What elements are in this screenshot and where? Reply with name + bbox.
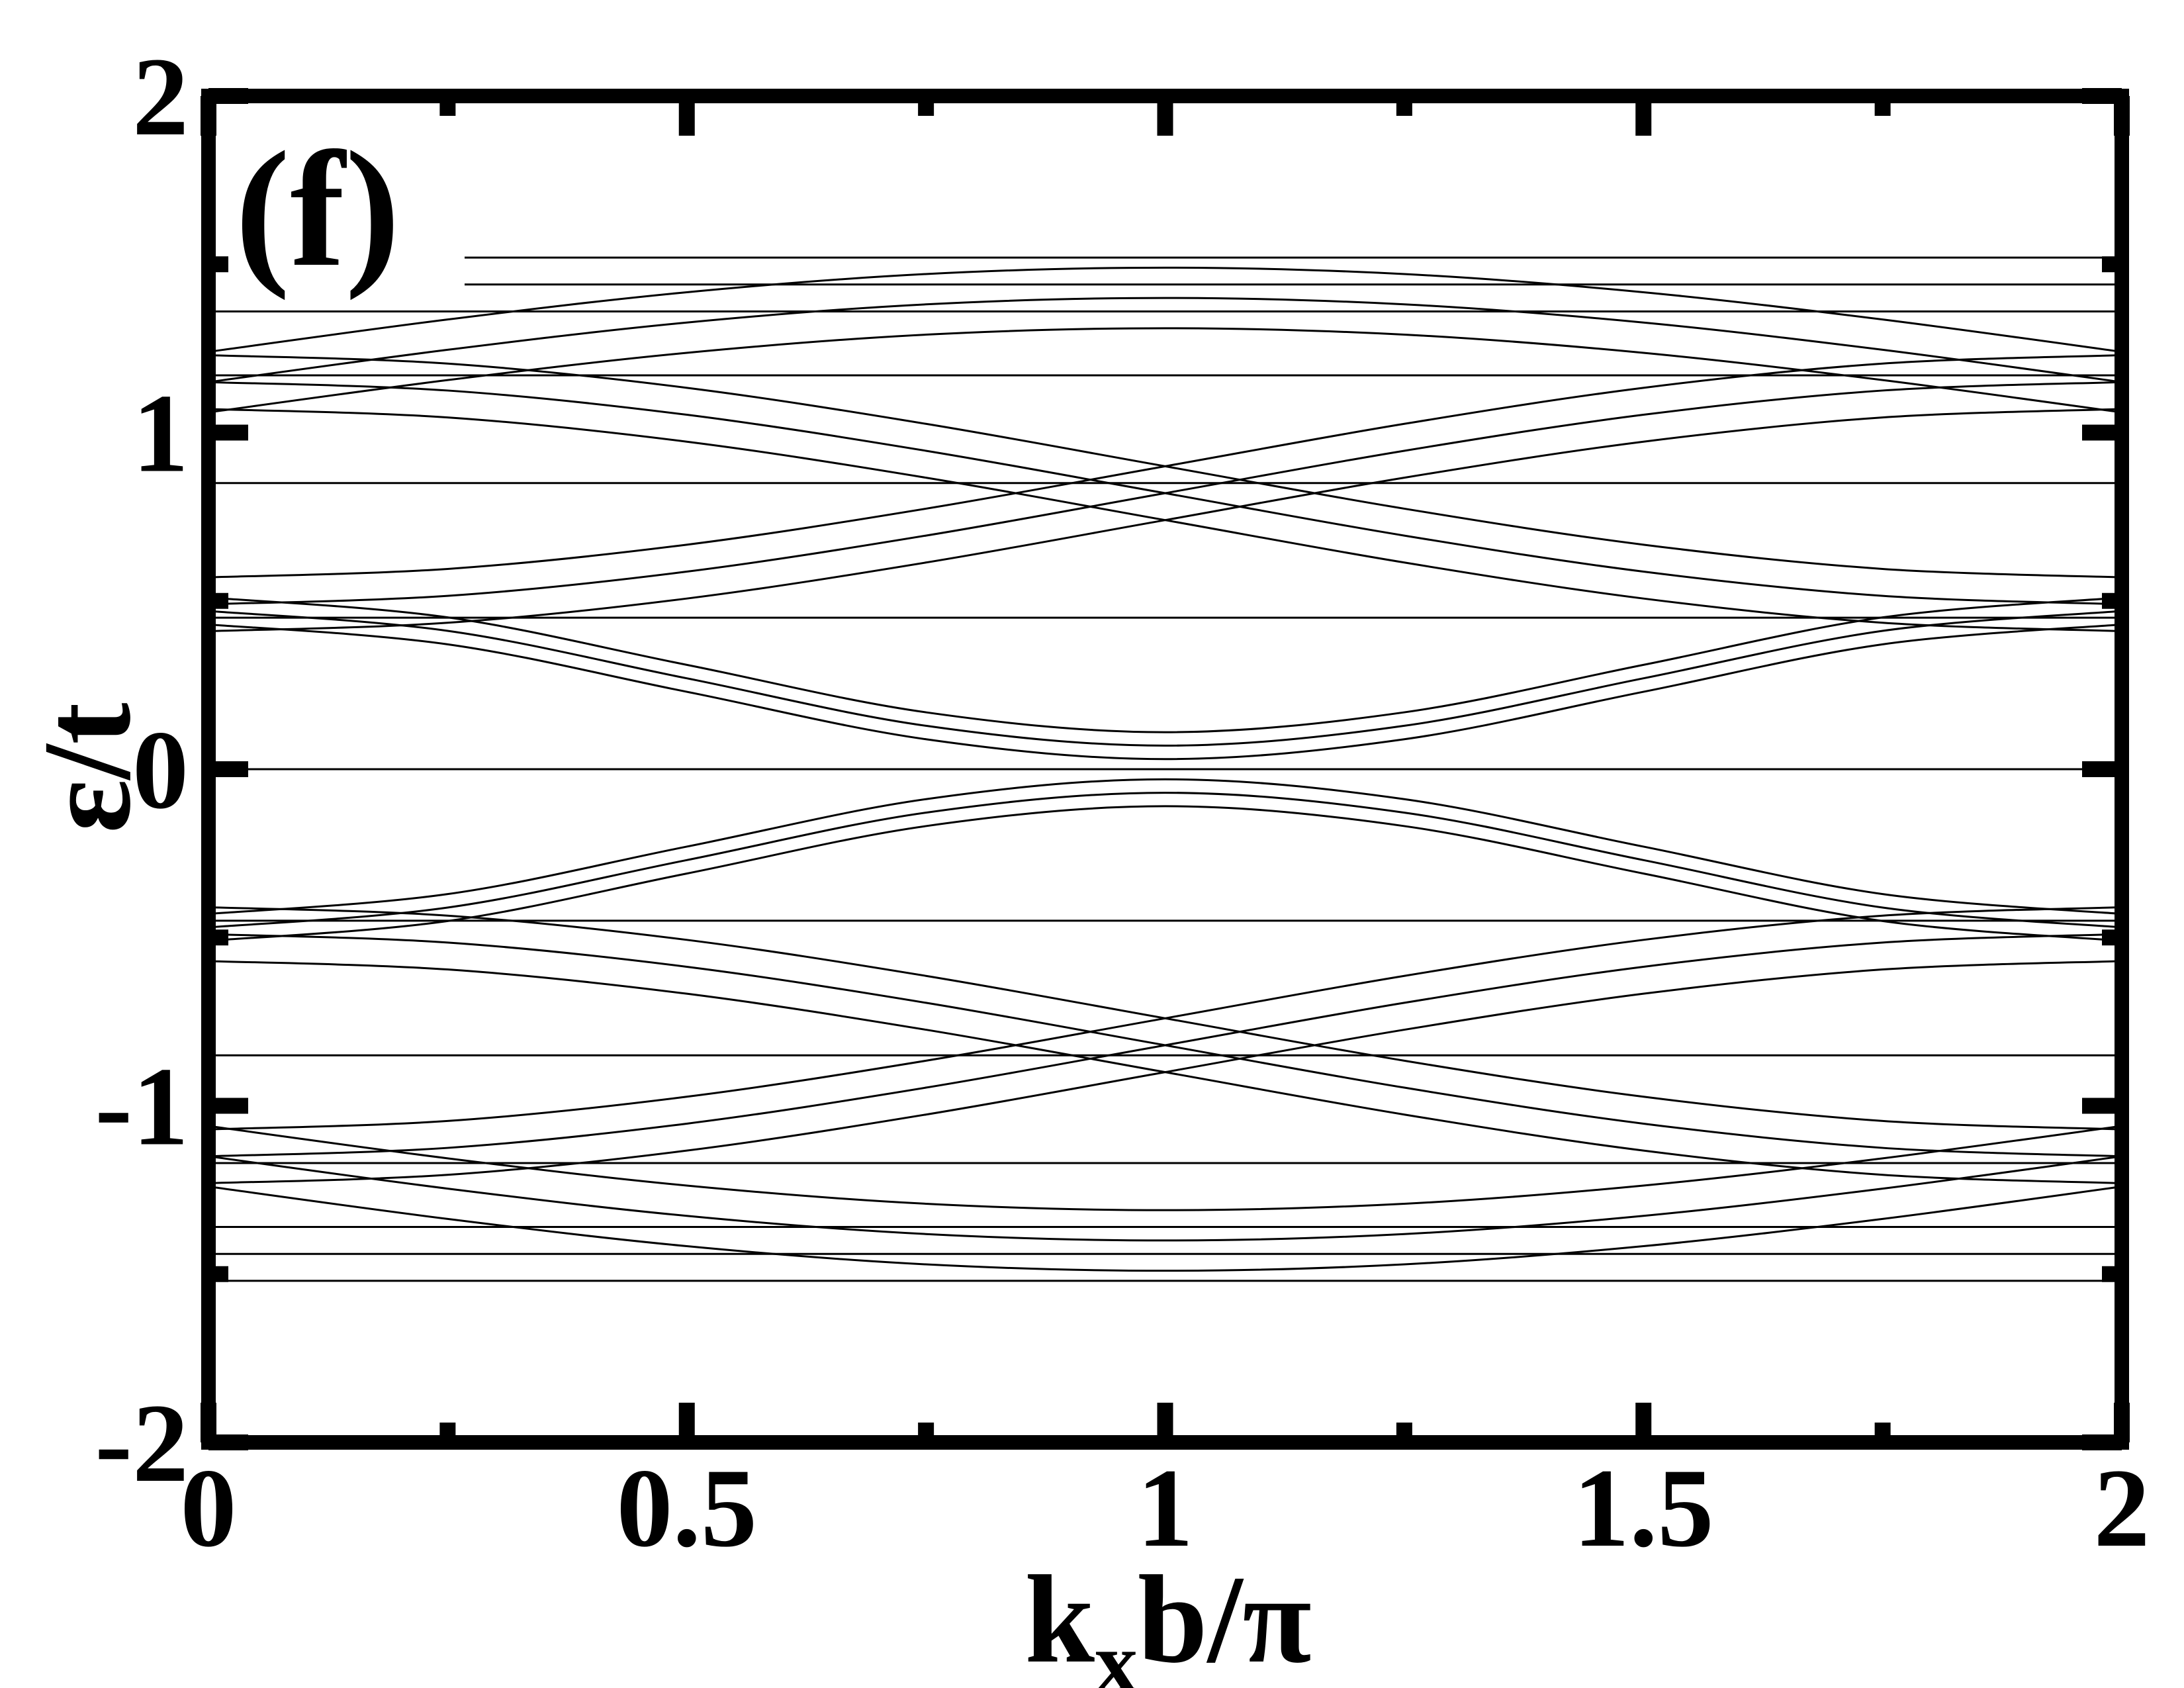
band-line: [208, 778, 2122, 915]
x-tick-label: 0.5: [617, 1446, 758, 1570]
x-label-rest: b/π: [1138, 1550, 1312, 1688]
x-axis-label: kxb/π: [1024, 1550, 1311, 1688]
band-line: [208, 610, 2122, 747]
band-line: [208, 1155, 2122, 1242]
y-tick-label: -2: [95, 1381, 189, 1505]
band-line: [208, 408, 2122, 633]
y-tick-label: 2: [132, 34, 189, 159]
band-line: [208, 805, 2122, 942]
y-tick-label: -1: [95, 1045, 189, 1169]
band-line: [208, 906, 2122, 1131]
annotation-box: [213, 99, 465, 289]
x-label-main: k: [1024, 1550, 1095, 1688]
band-line: [208, 1186, 2122, 1272]
band-line: [208, 354, 2122, 579]
band-line: [208, 933, 2122, 1158]
x-tick-label: 0: [181, 1446, 237, 1570]
band-line: [208, 297, 2122, 383]
band-line: [208, 327, 2122, 414]
y-tick-label: 1: [132, 371, 189, 496]
y-tick-label: 0: [132, 708, 189, 832]
band-line: [208, 596, 2122, 733]
ticks: 0 0.5 1 1.5 2 -2 -1 0 1 2: [95, 34, 2150, 1570]
band-line: [208, 1125, 2122, 1211]
annotation: (f): [235, 118, 400, 301]
x-tick-label: 1.5: [1573, 1446, 1714, 1570]
band-line: [208, 266, 2122, 353]
band-line: [208, 792, 2122, 929]
band-line: [208, 381, 2122, 606]
band-line: [208, 623, 2122, 761]
y-axis-label: ε/t: [18, 702, 157, 833]
curves: [208, 256, 2122, 1282]
x-tick-label: 1: [1137, 1446, 1193, 1570]
x-label-sub: x: [1095, 1615, 1138, 1688]
x-tick-label: 2: [2094, 1446, 2150, 1570]
band-line: [208, 960, 2122, 1184]
